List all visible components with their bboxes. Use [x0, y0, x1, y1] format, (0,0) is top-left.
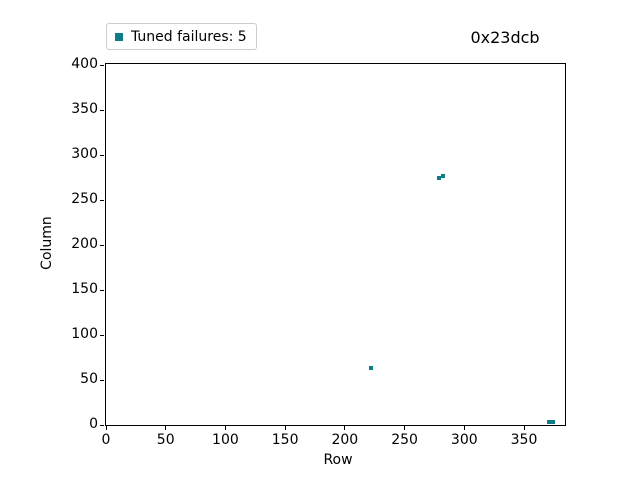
x-tick-mark [344, 426, 346, 430]
y-tick-mark [100, 244, 104, 246]
data-point [547, 420, 552, 425]
legend-marker-icon [115, 32, 123, 41]
y-tick-label: 200 [71, 236, 98, 252]
data-point [440, 173, 445, 178]
x-tick-mark [224, 426, 226, 430]
y-tick-label: 0 [89, 416, 98, 432]
x-tick-mark [463, 426, 465, 430]
y-tick-label: 300 [71, 146, 98, 162]
x-tick-mark [105, 426, 107, 430]
legend: Tuned failures: 5 [106, 23, 257, 50]
y-tick-label: 350 [71, 101, 98, 117]
x-tick-label: 100 [212, 432, 239, 448]
x-tick-label: 50 [156, 432, 175, 448]
y-tick-mark [100, 154, 104, 156]
y-tick-mark [100, 199, 104, 201]
plot-area [105, 63, 566, 426]
y-tick-label: 150 [71, 281, 98, 297]
y-tick-label: 50 [80, 371, 98, 387]
x-tick-label: 150 [271, 432, 299, 448]
y-tick-label: 250 [71, 191, 98, 207]
x-tick-label: 350 [510, 432, 538, 448]
chart-title: 0x23dcb [470, 28, 540, 47]
y-tick-mark [100, 109, 104, 111]
y-tick-mark [100, 424, 104, 426]
x-tick-mark [165, 426, 167, 430]
y-tick-mark [100, 379, 104, 381]
x-tick-label: 200 [331, 432, 359, 448]
data-point [437, 176, 442, 181]
y-tick-mark [100, 334, 104, 336]
x-tick-mark [284, 426, 286, 430]
y-tick-label: 400 [71, 56, 98, 72]
x-tick-mark [523, 426, 525, 430]
y-tick-mark [100, 289, 104, 291]
data-point [550, 420, 555, 425]
legend-label: Tuned failures: 5 [131, 28, 247, 45]
x-tick-mark [404, 426, 406, 430]
y-tick-label: 100 [71, 326, 98, 342]
x-tick-label: 0 [101, 432, 111, 448]
x-tick-label: 250 [391, 432, 418, 448]
x-axis-label: Row [323, 452, 353, 468]
y-tick-mark [100, 64, 104, 66]
x-tick-label: 300 [450, 432, 478, 448]
data-point [369, 366, 374, 371]
